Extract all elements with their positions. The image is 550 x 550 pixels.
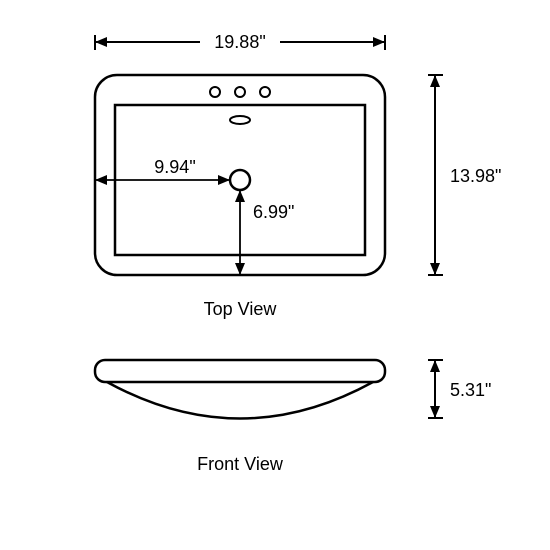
top-view-label: Top View xyxy=(204,299,278,319)
top-view: 9.94" 6.99" xyxy=(95,75,385,275)
dim-height-top: 13.98" xyxy=(428,75,501,275)
sink-diagram: 19.88" 13.98" 9.94" xyxy=(0,0,550,550)
dim-height-top-label: 13.98" xyxy=(450,166,501,186)
dim-half-width-label: 9.94" xyxy=(154,157,195,177)
dim-drain-to-edge: 6.99" xyxy=(235,190,294,275)
dim-width: 19.88" xyxy=(95,32,385,52)
front-rim xyxy=(95,360,385,382)
dim-front-height-label: 5.31" xyxy=(450,380,491,400)
faucet-hole xyxy=(210,87,220,97)
drain-hole xyxy=(230,170,250,190)
overflow-hole xyxy=(230,116,250,124)
dim-drain-label: 6.99" xyxy=(253,202,294,222)
dim-front-height: 5.31" xyxy=(428,360,491,418)
faucet-hole xyxy=(235,87,245,97)
front-view xyxy=(95,360,385,419)
faucet-hole xyxy=(260,87,270,97)
dim-width-label: 19.88" xyxy=(214,32,265,52)
front-view-label: Front View xyxy=(197,454,284,474)
front-bowl xyxy=(107,382,373,419)
